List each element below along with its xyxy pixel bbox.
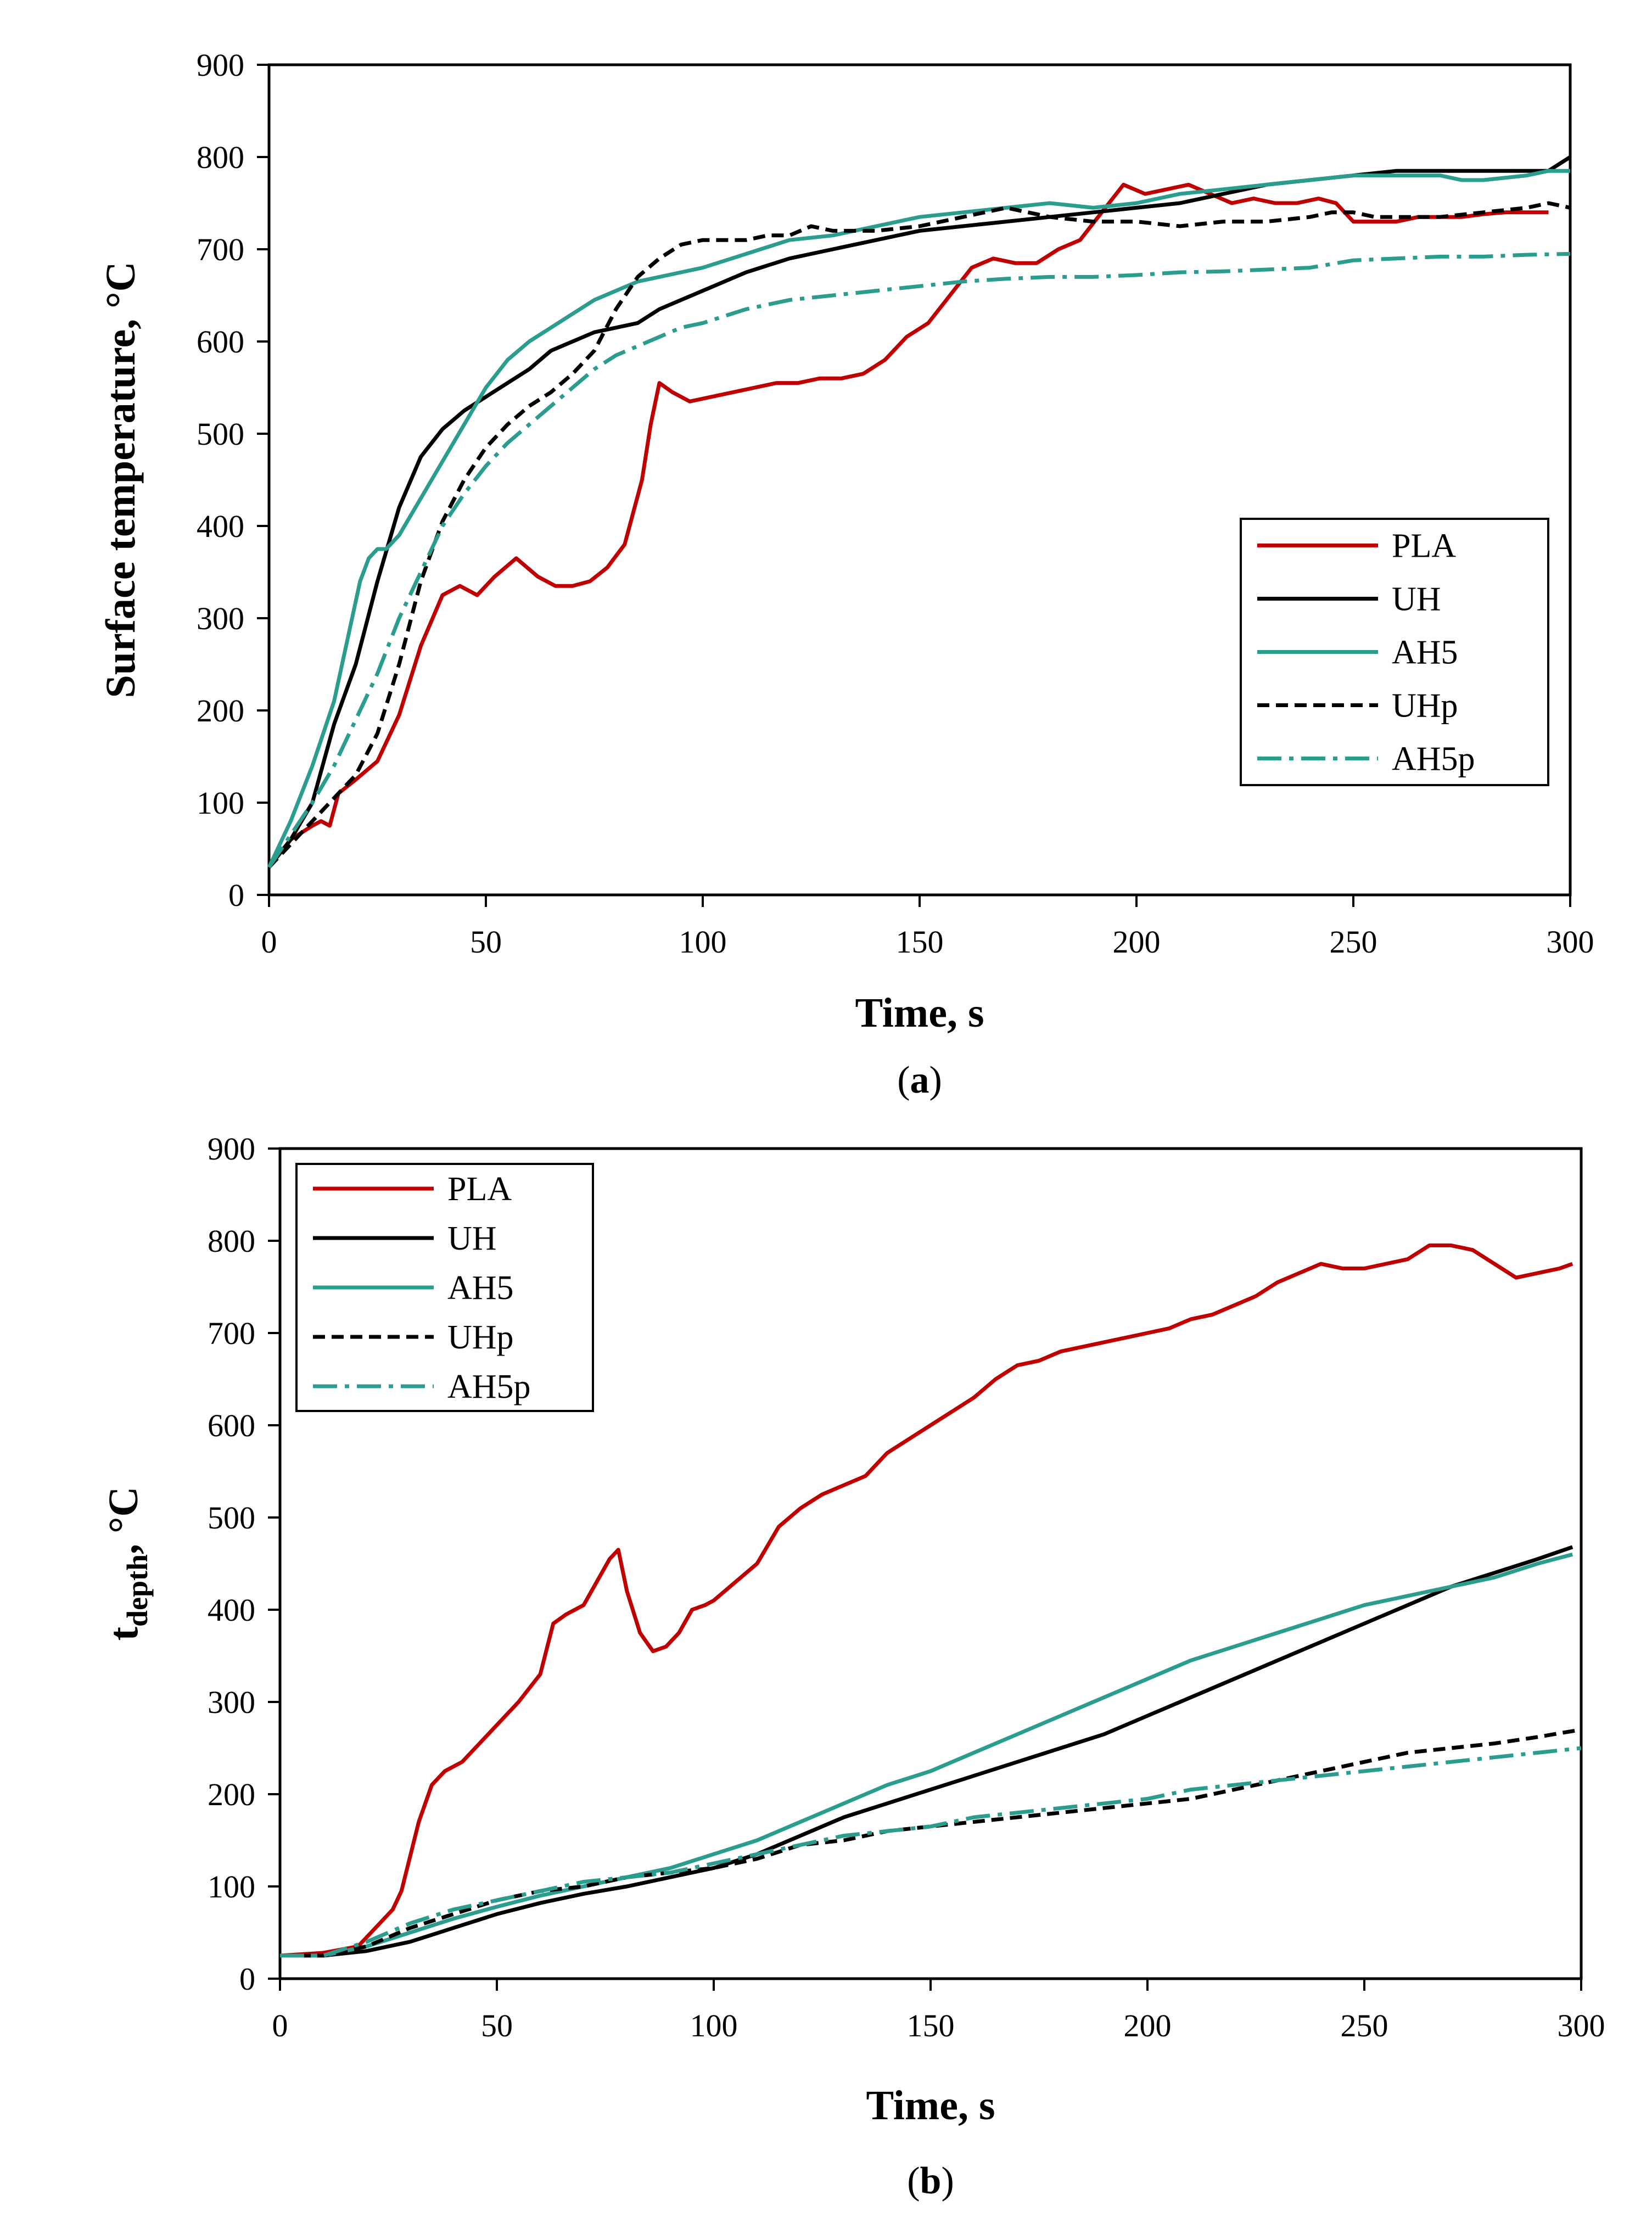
- y-tick-label: 500: [208, 1500, 255, 1536]
- y-tick-label: 200: [197, 693, 244, 729]
- series-line-uh: [280, 1545, 1573, 1958]
- series-line-uhp: [267, 201, 1571, 869]
- x-tick-label: 100: [679, 924, 727, 960]
- y-tick-label: 100: [197, 785, 244, 821]
- legend-label-pla: PLA: [447, 1171, 512, 1208]
- y-axis-label: Surface temperature, °C: [98, 261, 144, 698]
- y-axis-label: tdepth, °C: [100, 1487, 154, 1641]
- y-tick-label: 900: [197, 47, 244, 83]
- series-line-ah5p: [267, 251, 1571, 869]
- series-line-pla: [279, 1243, 1573, 1958]
- y-tick-label: 600: [197, 324, 244, 360]
- x-tick-label: 200: [1124, 2008, 1172, 2043]
- series-line-pla: [267, 182, 1549, 869]
- x-tick-label: 250: [1330, 924, 1377, 960]
- x-axis-label: Time, s: [855, 990, 984, 1036]
- legend: PLA UH AH5 UHp AH5p: [1240, 518, 1549, 786]
- legend-label-uh: UH: [447, 1220, 497, 1257]
- panel-caption: (b): [907, 2160, 954, 2202]
- series-line-ah5p: [280, 1746, 1582, 1958]
- legend-label-uhp: UHp: [1392, 687, 1458, 725]
- legend-label-ah5: AH5: [447, 1269, 514, 1307]
- legend-label-uh: UH: [1392, 581, 1441, 618]
- x-tick-label: 200: [1113, 924, 1161, 960]
- y-tick-label: 700: [197, 232, 244, 267]
- y-tick-label: 100: [208, 1869, 255, 1905]
- y-tick-label: 500: [197, 416, 244, 452]
- x-tick-label: 300: [1547, 924, 1594, 960]
- y-tick-label: 300: [197, 601, 244, 636]
- y-tick-label: 400: [197, 508, 244, 544]
- y-tick-label: 800: [208, 1223, 255, 1259]
- y-tick-label: 600: [208, 1408, 255, 1443]
- panel-caption: (a): [897, 1059, 942, 1101]
- x-tick-label: 0: [272, 2008, 288, 2043]
- x-axis-label: Time, s: [866, 2082, 995, 2129]
- legend-label-pla: PLA: [1392, 528, 1456, 565]
- legend-label-ah5: AH5: [1392, 634, 1458, 671]
- y-tick-label: 300: [208, 1684, 255, 1720]
- legend-label-ah5p: AH5p: [1392, 741, 1475, 778]
- y-tick-label: 0: [228, 877, 244, 913]
- y-tick-label: 200: [208, 1777, 255, 1812]
- x-tick-label: 250: [1341, 2008, 1388, 2043]
- y-tick-label: 400: [208, 1592, 255, 1628]
- y-tick-label: 900: [208, 1131, 255, 1167]
- y-tick-label: 700: [208, 1315, 255, 1351]
- x-tick-label: 150: [896, 924, 944, 960]
- y-tick-label: 0: [239, 1961, 255, 1997]
- x-tick-label: 150: [907, 2008, 955, 2043]
- chart-panel-a: 0 50 100 150 200 250 300 0 100 200 300 400 500 600 700…: [98, 47, 1594, 1101]
- chart-panel-b: 0 50 100 150 200 250 300 0 100 200 300 400 500 600 700…: [100, 1131, 1605, 2202]
- legend: PLA UH AH5 UHp AH5p: [295, 1163, 594, 1412]
- series-line-ah5: [280, 1552, 1573, 1958]
- x-tick-label: 0: [261, 924, 277, 960]
- x-tick-label: 100: [690, 2008, 738, 2043]
- x-tick-label: 300: [1558, 2008, 1605, 2043]
- legend-label-ah5p: AH5p: [447, 1368, 531, 1405]
- series-line-ah5: [267, 169, 1570, 869]
- legend-label-uhp: UHp: [447, 1319, 514, 1356]
- x-tick-label: 50: [481, 2008, 513, 2043]
- y-tick-label: 800: [197, 139, 244, 175]
- x-tick-label: 50: [470, 924, 502, 960]
